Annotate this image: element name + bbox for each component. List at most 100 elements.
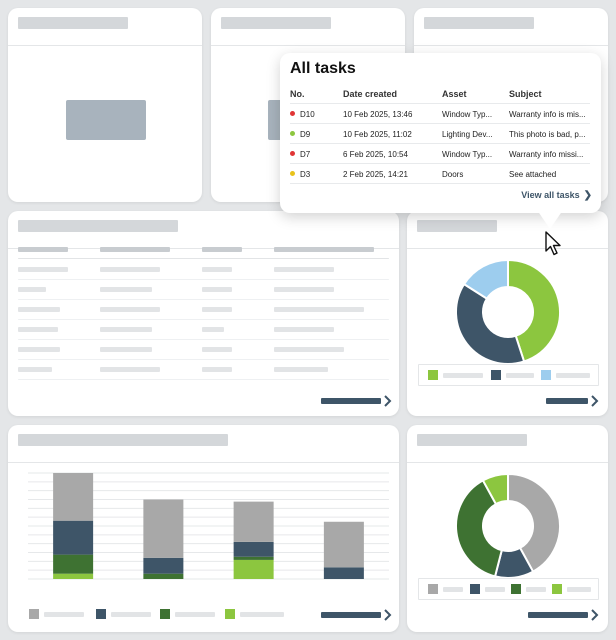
card-header [8,211,399,249]
view-all-link-placeholder[interactable] [321,398,381,404]
task-asset: Window Typ... [442,150,493,159]
bar-3-segment-0 [323,567,364,579]
table-cell-placeholder [274,327,334,332]
card-header [211,8,405,46]
legend-label-placeholder [175,612,215,617]
bar-0-segment-1 [53,554,94,574]
donut-bottom-slice-2 [455,479,503,578]
task-no-cell: D9 [290,130,342,139]
legend-label-placeholder [443,373,483,378]
table-header-placeholder [202,247,242,252]
legend-swatch-green [225,609,235,619]
bar-0-segment-2 [53,520,94,555]
donut-top-slice-1 [455,282,526,365]
widget-card-top-left [8,8,202,202]
title-placeholder [18,220,178,232]
view-all-link-placeholder[interactable] [546,398,588,404]
legend-label-placeholder [443,587,463,592]
task-asset: Lighting Dev... [442,130,493,139]
bar-0-segment-3 [53,473,94,521]
view-all-label: View all tasks [521,190,580,200]
table-cell-placeholder [202,367,232,372]
card-header [407,211,608,249]
chevron-right-icon[interactable] [383,609,392,621]
donut-card-bottom [407,425,608,632]
table-cell-placeholder [100,267,160,272]
task-no-cell: D7 [290,150,342,159]
table-row[interactable]: D10 10 Feb 2025, 13:46 Window Typ... War… [290,104,590,124]
legend-swatch-green [428,370,438,380]
chevron-right-icon[interactable] [590,609,599,621]
table-cell-placeholder [100,327,152,332]
legend-swatch-dark-green [160,609,170,619]
legend-swatch-navy [96,609,106,619]
table-cell-placeholder [100,347,152,352]
column-header-no[interactable]: No. [290,89,305,99]
legend-swatch-gray [428,584,438,594]
legend-label-placeholder [506,373,534,378]
table-cell-placeholder [18,327,58,332]
donut-chart-top [455,258,561,365]
table-header-placeholder [18,247,68,252]
table-cell-placeholder [274,267,334,272]
bar-1-segment-1 [143,557,184,574]
bar-2-segment-3 [233,501,274,542]
table-cell-placeholder [202,267,232,272]
all-tasks-popup: All tasks No. Date created Asset Subject… [280,53,601,229]
bar-3-segment-1 [323,521,364,568]
view-all-tasks-link[interactable]: View all tasks ❯ [521,190,592,201]
table-row[interactable]: D7 6 Feb 2025, 10:54 Window Typ... Warra… [290,144,590,164]
row-divider [18,379,389,380]
legend-label-placeholder [44,612,84,617]
chevron-right-icon[interactable] [590,395,599,407]
task-no-cell: D3 [290,170,342,179]
legend-label-placeholder [556,373,590,378]
legend-swatch-green [552,584,562,594]
table-cell-placeholder [202,347,232,352]
status-dot [290,131,295,137]
table-cell-placeholder [274,287,334,292]
donut-bottom-slice-0 [507,472,561,573]
table-row[interactable]: D3 2 Feb 2025, 14:21 Doors See attached [290,164,590,184]
table-card [8,211,399,416]
legend-swatch-gray [29,609,39,619]
task-subject: See attached [509,170,557,179]
chevron-right-icon: ❯ [583,190,592,201]
legend-label-placeholder [240,612,284,617]
task-date: 6 Feb 2025, 10:54 [343,150,408,159]
tasks-table: No. Date created Asset Subject D10 10 Fe… [290,84,590,184]
card-header [407,425,608,463]
view-all-link-placeholder[interactable] [528,612,588,618]
table-cell-placeholder [18,367,52,372]
table-cell-placeholder [274,367,328,372]
task-date: 10 Feb 2025, 13:46 [343,110,413,119]
chevron-right-icon[interactable] [383,395,392,407]
donut-chart-bottom [455,472,561,579]
table-cell-placeholder [100,307,160,312]
column-header-date-created[interactable]: Date created [343,89,398,99]
bar-chart-card [8,425,399,632]
stacked-bar-chart [28,472,389,580]
task-no: D9 [300,130,311,139]
status-dot [290,171,295,177]
table-row[interactable]: D9 10 Feb 2025, 11:02 Lighting Dev... Th… [290,124,590,144]
task-date: 10 Feb 2025, 11:02 [343,130,412,139]
table-cell-placeholder [100,367,160,372]
view-all-link-placeholder[interactable] [321,612,381,618]
mouse-pointer-icon [545,231,561,256]
column-header-asset[interactable]: Asset [442,89,467,99]
legend-label-placeholder [111,612,151,617]
row-divider [18,319,389,320]
table-cell-placeholder [274,307,364,312]
legend-swatch-navy [491,370,501,380]
legend-label-placeholder [567,587,591,592]
row-divider [18,299,389,300]
column-header-subject[interactable]: Subject [509,89,542,99]
bar-2-segment-1 [233,556,274,560]
table-cell-placeholder [202,327,224,332]
task-subject: This photo is bad, p... [509,130,586,139]
donut-top-slice-2 [462,258,509,300]
table-cell-placeholder [18,307,60,312]
card-header [8,8,202,46]
table-cell-placeholder [18,287,46,292]
